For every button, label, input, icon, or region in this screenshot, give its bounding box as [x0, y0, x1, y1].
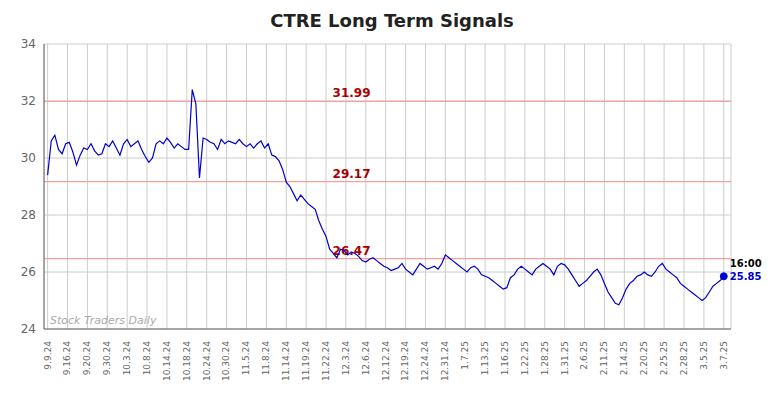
svg-text:2.25.25: 2.25.25 [659, 341, 669, 375]
svg-text:3.7.25: 3.7.25 [719, 341, 729, 370]
svg-text:2.28.25: 2.28.25 [679, 341, 689, 375]
svg-text:11.5.24: 11.5.24 [241, 341, 251, 376]
svg-text:9.20.24: 9.20.24 [82, 341, 92, 376]
svg-text:Stock Traders Daily: Stock Traders Daily [50, 314, 157, 327]
svg-text:29.17: 29.17 [333, 167, 371, 181]
svg-text:2.6.25: 2.6.25 [579, 341, 589, 370]
html-text:CTRE Long Term Signals: CTRE Long Term Signals [270, 10, 514, 31]
svg-text:10.14.24: 10.14.24 [162, 341, 172, 381]
svg-text:26.47: 26.47 [332, 243, 371, 258]
svg-text:2.11.25: 2.11.25 [599, 341, 609, 375]
svg-text:11.14.24: 11.14.24 [281, 341, 291, 381]
svg-text:3.5.25: 3.5.25 [699, 341, 709, 370]
svg-text:12.31.24: 12.31.24 [440, 341, 450, 381]
svg-text:9.9.24: 9.9.24 [42, 341, 52, 370]
svg-text:10.3.24: 10.3.24 [122, 341, 132, 376]
svg-text:10.18.24: 10.18.24 [182, 341, 192, 381]
svg-text:31.99: 31.99 [333, 86, 371, 100]
svg-text:2.14.25: 2.14.25 [619, 341, 629, 375]
svg-text:12.6.24: 12.6.24 [361, 341, 371, 376]
svg-text:1.7.25: 1.7.25 [460, 341, 470, 370]
svg-text:10.24.24: 10.24.24 [202, 341, 212, 381]
svg-text:1.28.25: 1.28.25 [540, 341, 550, 375]
svg-text:9.16.24: 9.16.24 [62, 341, 72, 376]
svg-text:10.30.24: 10.30.24 [221, 341, 231, 381]
svg-text:11.22.24: 11.22.24 [321, 341, 331, 381]
svg-text:2.20.25: 2.20.25 [639, 341, 649, 375]
svg-text:11.8.24: 11.8.24 [261, 341, 271, 376]
svg-text:32: 32 [21, 94, 36, 108]
svg-text:12.19.24: 12.19.24 [400, 341, 410, 381]
svg-text:12.24.24: 12.24.24 [420, 341, 430, 381]
svg-text:12.3.24: 12.3.24 [341, 341, 351, 376]
svg-text:1.13.25: 1.13.25 [480, 341, 490, 375]
svg-text:26: 26 [21, 265, 36, 279]
svg-text:34: 34 [21, 37, 36, 51]
svg-text:10.8.24: 10.8.24 [142, 341, 152, 376]
svg-text:1.16.25: 1.16.25 [500, 341, 510, 375]
svg-text:1.22.25: 1.22.25 [520, 341, 530, 375]
svg-text:11.19.24: 11.19.24 [301, 341, 311, 381]
svg-text:1.31.25: 1.31.25 [560, 341, 570, 375]
svg-text:25.85: 25.85 [730, 271, 762, 282]
svg-text:28: 28 [21, 208, 36, 222]
svg-text:16:00: 16:00 [730, 258, 762, 269]
svg-text:24: 24 [21, 322, 36, 336]
svg-text:30: 30 [21, 151, 36, 165]
svg-text:9.30.24: 9.30.24 [102, 341, 112, 376]
svg-text:12.12.24: 12.12.24 [381, 341, 391, 381]
